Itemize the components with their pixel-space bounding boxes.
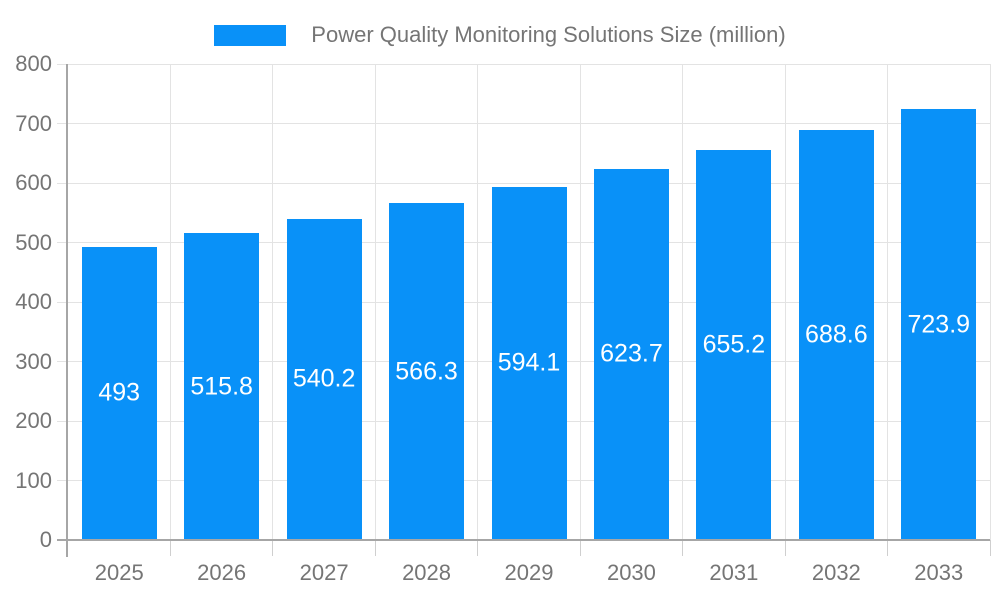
- y-axis-label: 700: [15, 110, 52, 136]
- bar: [594, 168, 669, 540]
- bar-value-label: 493: [98, 378, 141, 407]
- x-axis-line: [57, 539, 990, 541]
- h-gridline: [68, 182, 990, 184]
- x-axis-label: 2025: [94, 560, 144, 585]
- bar-value-label: 723.9: [907, 310, 971, 339]
- bar-value-label: 623.7: [600, 339, 663, 368]
- y-axis-tick: [57, 63, 68, 65]
- y-axis-tick: [57, 480, 68, 481]
- v-gridline: [784, 64, 786, 540]
- v-gridline: [477, 64, 479, 540]
- x-axis-label: 2029: [504, 560, 554, 585]
- y-axis-label: 300: [15, 348, 52, 374]
- bar-value-label: 594.1: [497, 348, 561, 377]
- v-gridline: [682, 64, 684, 540]
- y-axis-line: [66, 64, 68, 557]
- y-axis-label: 500: [15, 229, 52, 255]
- legend-series-label: Power Quality Monitoring Solutions Size …: [311, 22, 786, 47]
- x-axis-label: 2031: [709, 560, 759, 585]
- chart-legend: Power Quality Monitoring Solutions Size …: [0, 22, 1000, 48]
- x-axis-label: 2030: [606, 560, 656, 585]
- bar-value-label: 688.6: [805, 320, 868, 349]
- y-axis-label: 600: [15, 170, 52, 195]
- x-axis-tick: [374, 540, 376, 556]
- v-gridline: [989, 64, 991, 540]
- h-gridline: [68, 63, 990, 65]
- bar: [184, 233, 259, 540]
- y-axis-label: 200: [15, 408, 52, 433]
- y-axis-label: 0: [39, 527, 52, 552]
- bar: [389, 203, 464, 540]
- legend-swatch: [214, 24, 287, 46]
- x-axis-label: 2027: [299, 560, 349, 585]
- bar: [287, 218, 362, 540]
- x-axis-tick: [682, 540, 684, 556]
- y-axis-label: 100: [15, 467, 52, 493]
- bar-value-label: 540.2: [292, 364, 356, 393]
- x-axis-label: 2028: [402, 560, 452, 585]
- bar: [799, 130, 874, 540]
- x-axis-tick: [272, 540, 274, 556]
- x-axis-tick: [477, 540, 479, 556]
- x-axis-tick: [169, 540, 171, 556]
- bar-value-label: 566.3: [395, 357, 458, 386]
- x-axis-tick: [887, 540, 889, 556]
- y-axis-label: 800: [15, 51, 52, 76]
- y-axis-tick: [57, 182, 68, 184]
- bar: [82, 246, 157, 540]
- v-gridline: [272, 64, 274, 540]
- v-gridline: [374, 64, 376, 540]
- y-axis-tick: [57, 242, 68, 243]
- x-axis-tick: [579, 540, 581, 556]
- bar: [901, 109, 976, 540]
- h-gridline: [68, 123, 990, 124]
- y-axis-tick: [57, 123, 68, 124]
- bar-value-label: 515.8: [190, 372, 253, 401]
- bar: [492, 186, 567, 540]
- y-axis-tick: [57, 420, 68, 422]
- y-axis-tick: [57, 301, 68, 303]
- y-axis-label: 400: [15, 289, 52, 314]
- v-gridline: [887, 64, 889, 540]
- bar-value-label: 655.2: [702, 330, 766, 359]
- x-axis-tick: [989, 540, 991, 556]
- x-axis-tick: [784, 540, 786, 556]
- bar: [696, 150, 771, 540]
- x-axis-label: 2032: [811, 560, 861, 585]
- v-gridline: [579, 64, 581, 540]
- v-gridline: [169, 64, 171, 540]
- x-axis-label: 2026: [197, 560, 247, 585]
- x-axis-label: 2033: [914, 560, 964, 585]
- y-axis-tick: [57, 361, 68, 362]
